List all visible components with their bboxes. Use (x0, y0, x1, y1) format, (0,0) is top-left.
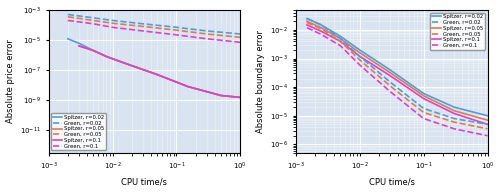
X-axis label: CPU time/s: CPU time/s (368, 177, 414, 186)
Y-axis label: Absolute price error: Absolute price error (6, 40, 15, 123)
Legend: Spitzer, r=0.02, Green, r=0.02, Spitzer, r=0.05, Green, r=0.05, Spitzer, r=0.1, : Spitzer, r=0.02, Green, r=0.02, Spitzer,… (51, 113, 106, 150)
Legend: Spitzer, r=0.02, Green, r=0.02, Spitzer, r=0.05, Green, r=0.05, Spitzer, r=0.1, : Spitzer, r=0.02, Green, r=0.02, Spitzer,… (430, 13, 485, 50)
X-axis label: CPU time/s: CPU time/s (122, 177, 168, 186)
Y-axis label: Absolute boundary error: Absolute boundary error (256, 30, 264, 133)
